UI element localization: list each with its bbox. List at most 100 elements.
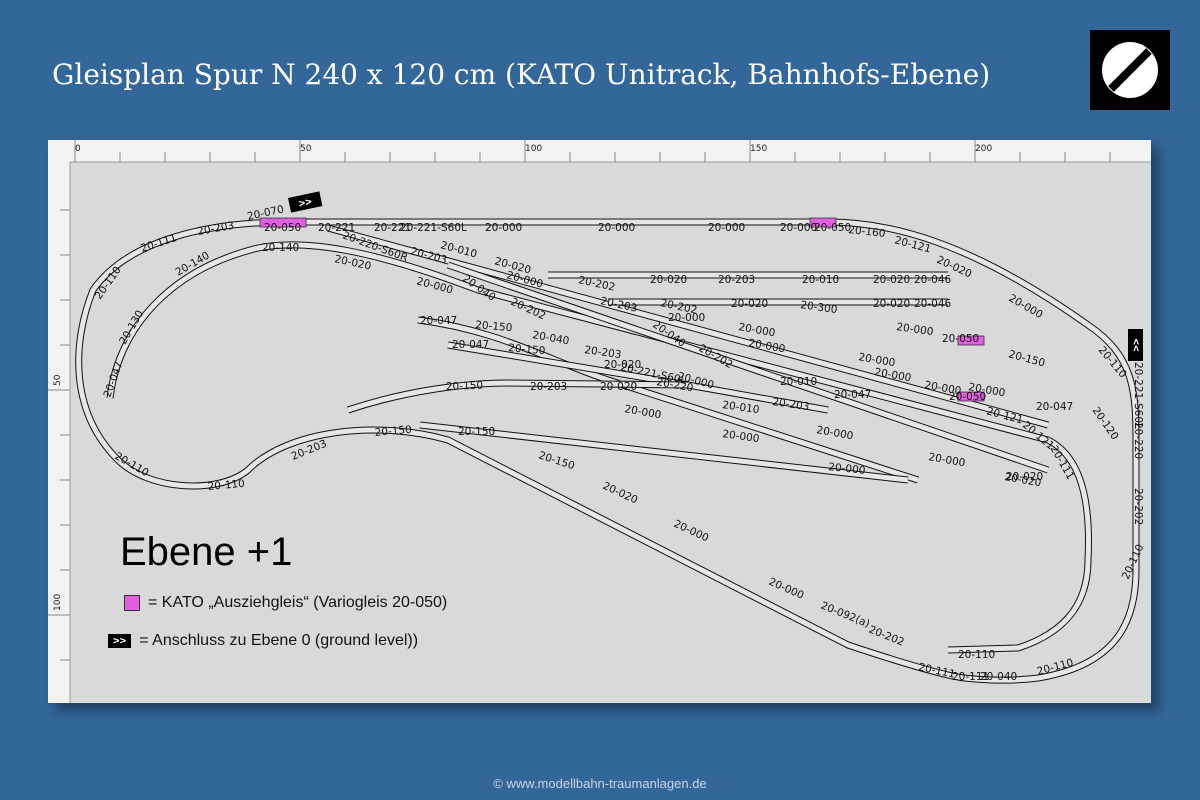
ruler-top-label: 100: [525, 144, 542, 154]
legend-variable-track: = KATO „Ausziehgleis“ (Variogleis 20-050…: [108, 594, 447, 612]
track-layout: [75, 218, 1140, 684]
track-label: 20-040: [980, 671, 1017, 683]
track-label: 20-000: [623, 403, 662, 421]
track-label: 20-047: [420, 315, 457, 327]
variable-track-marker: [957, 391, 985, 402]
connector-marker-top: >>: [288, 191, 323, 213]
track-label: 20-111: [952, 671, 989, 683]
track-label: 20-050: [264, 222, 301, 234]
track-label: 20-000: [598, 222, 635, 234]
track-plan-board: 0 50 100 150 200 50 100: [48, 140, 1151, 703]
track-label: 20-020: [873, 274, 910, 286]
track-label: 20-203: [584, 344, 623, 361]
ruler-top-label: 150: [750, 144, 767, 154]
track-label: 20-000: [668, 312, 705, 324]
track-label: 20-300: [800, 299, 839, 316]
top-ruler: [48, 140, 1151, 162]
track-label: 20-221: [318, 222, 355, 234]
track-label: 20-047: [1036, 401, 1073, 413]
legend-connection-text: = Anschluss zu Ebene 0 (ground level)): [139, 632, 419, 649]
track-label: 20-000: [780, 222, 817, 234]
track-plan-drawing: 0 50 100 150 200 50 100: [48, 140, 1151, 703]
track-label: 20-203: [530, 381, 567, 393]
track-label: 20-000: [747, 337, 786, 355]
track-label: 20-000: [737, 321, 776, 339]
track-label: 20-046: [914, 274, 952, 286]
track-label: 20-150: [475, 319, 513, 334]
ruler-top-label: 50: [300, 144, 312, 154]
connector-symbol: >>: [1130, 338, 1143, 352]
track-label: 20-150: [458, 426, 495, 438]
level-title: Ebene +1: [120, 530, 293, 574]
track-label: 20-203: [196, 220, 235, 238]
track-label: 20-120: [1090, 405, 1121, 442]
track-label: 20-020: [650, 274, 687, 286]
track-label: 20-050: [942, 333, 979, 345]
track-label: 20-020: [604, 359, 641, 371]
track-label: 20-203: [772, 396, 811, 413]
track-label: 20-110: [1120, 542, 1147, 581]
track-label: 20-203: [718, 274, 755, 286]
copyright-footer: © www.modellbahn-traumanlagen.de: [493, 776, 707, 791]
ruler-left-label: 100: [53, 594, 63, 611]
track-label: 20-202: [1132, 488, 1144, 525]
track-label: 20-202: [867, 624, 906, 649]
page-title: Gleisplan Spur N 240 x 120 cm (KATO Unit…: [52, 58, 991, 91]
left-ruler: [48, 140, 70, 703]
track-label: 20-221-S60L: [1132, 362, 1144, 429]
track-label: 20-110: [207, 478, 245, 493]
track-label: 20-050: [949, 391, 986, 403]
track-label: 20-010: [722, 399, 761, 416]
connector-marker-right: >>: [1128, 329, 1143, 361]
track-label: 20-000: [708, 222, 745, 234]
track-label: 20-111: [139, 232, 178, 255]
track-label: 20-220: [1132, 422, 1144, 459]
variable-track-marker: [259, 217, 307, 228]
ruler-left-label: 50: [53, 374, 63, 386]
track-label: 20-221: [374, 222, 411, 234]
track-label: 20-000: [722, 428, 761, 445]
track-label: 20-110: [958, 649, 995, 661]
track-label: 20-203: [599, 295, 638, 314]
track-label: 20-020: [873, 298, 910, 310]
track-label: 20-221-S60L: [400, 222, 467, 234]
track-label: 20-150: [537, 449, 576, 472]
variable-track-swatch: [124, 595, 140, 611]
variable-track-marker: [957, 335, 985, 346]
track-label: 20-047: [834, 389, 871, 401]
track-label: 20-000: [767, 576, 806, 602]
track-label: 20-046: [914, 298, 952, 310]
track-label: 20-000: [485, 222, 522, 234]
no-entry-sign-icon: [1090, 30, 1170, 110]
track-label: 20-047: [102, 360, 126, 399]
track-label: 20-050: [814, 222, 851, 234]
track-label: 20-000: [672, 518, 711, 545]
track-label: 20-140: [262, 242, 299, 254]
track-label: 20-020: [1006, 471, 1043, 483]
track-label: 20-150: [446, 380, 484, 393]
track-label: 20-047: [452, 339, 489, 351]
track-label: 20-160: [848, 224, 886, 240]
ruler-top-label: 200: [975, 144, 992, 154]
track-label: 20-150: [508, 342, 546, 357]
track-label: 20-150: [1007, 348, 1046, 369]
legend-variable-track-text: = KATO „Ausziehgleis“ (Variogleis 20-050…: [148, 594, 448, 611]
track-label: 20-010: [780, 376, 817, 388]
track-label: 20-020: [600, 381, 637, 393]
track-label: 20-000: [815, 424, 854, 442]
track-label: 20-010: [802, 274, 839, 286]
track-label: 20-111: [917, 661, 956, 680]
track-label: 20-020: [731, 298, 768, 310]
legend-connection: >> = Anschluss zu Ebene 0 (ground level)…: [108, 632, 418, 650]
track-label: 20-000: [896, 321, 935, 338]
track-label: 20-020: [601, 480, 640, 507]
track-label: 20-150: [374, 424, 412, 439]
connection-symbol-icon: >>: [108, 634, 132, 648]
variable-track-marker: [809, 217, 837, 228]
track-label: 20-202: [697, 342, 735, 371]
track-label: 20-092(a): [819, 600, 872, 631]
connector-symbol: >>: [297, 195, 313, 211]
track-label: 20-000: [927, 451, 966, 469]
ruler-top-label: 0: [75, 144, 81, 154]
track-label: 20-000: [828, 461, 866, 477]
